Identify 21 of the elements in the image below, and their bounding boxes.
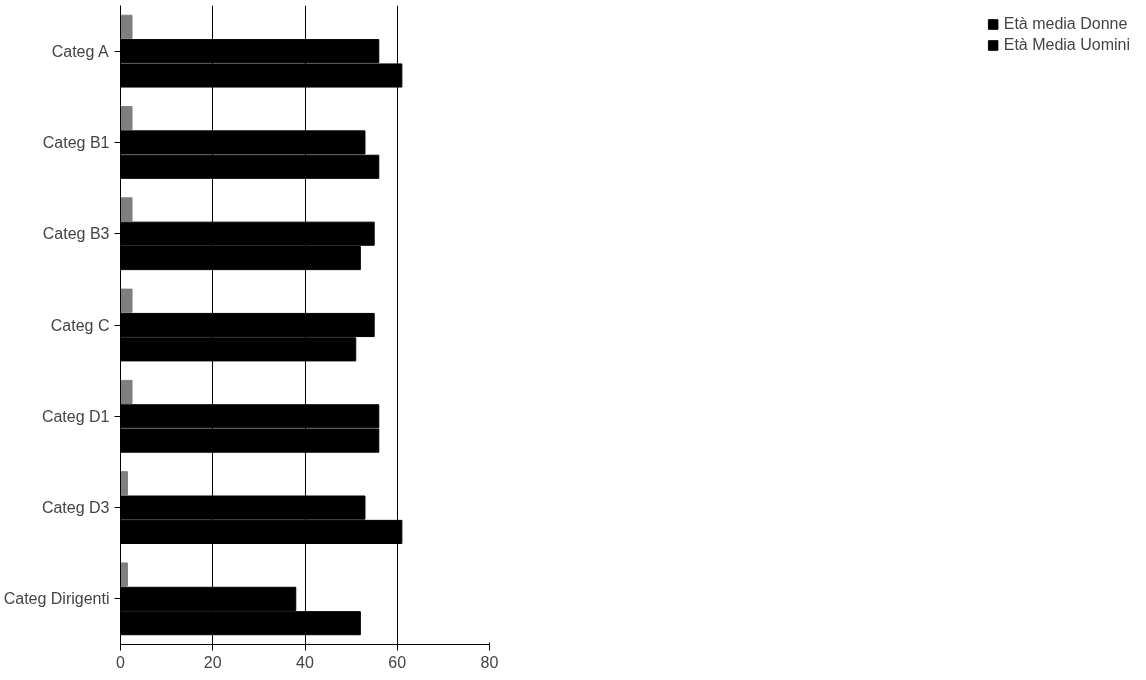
y-tick-label: Categ C: [50, 316, 110, 334]
y-tick-label: Categ B3: [42, 225, 110, 243]
bar: [120, 106, 133, 131]
x-tick-label: 0: [116, 653, 126, 671]
bar: [120, 14, 133, 39]
x-tick-label: 60: [388, 653, 407, 671]
y-tick-label: Categ Dirigenti: [3, 590, 110, 608]
y-tick-label: Categ D1: [41, 407, 110, 425]
y-tick-label: Categ D3: [41, 499, 110, 517]
y-tick-label: Categ A: [51, 42, 109, 60]
x-tick-label: 40: [296, 653, 314, 671]
bar: [120, 379, 133, 405]
bar: [120, 471, 128, 496]
legend-label: Età Media Uomini: [1003, 36, 1130, 54]
bar: [120, 197, 133, 222]
y-tick-label: Categ B1: [42, 133, 110, 151]
x-tick-label: 20: [203, 653, 222, 671]
bar: [120, 562, 128, 587]
x-tick-label: 80: [480, 653, 499, 671]
bar: [120, 288, 133, 313]
legend-label: Età media Donne: [1003, 15, 1128, 33]
